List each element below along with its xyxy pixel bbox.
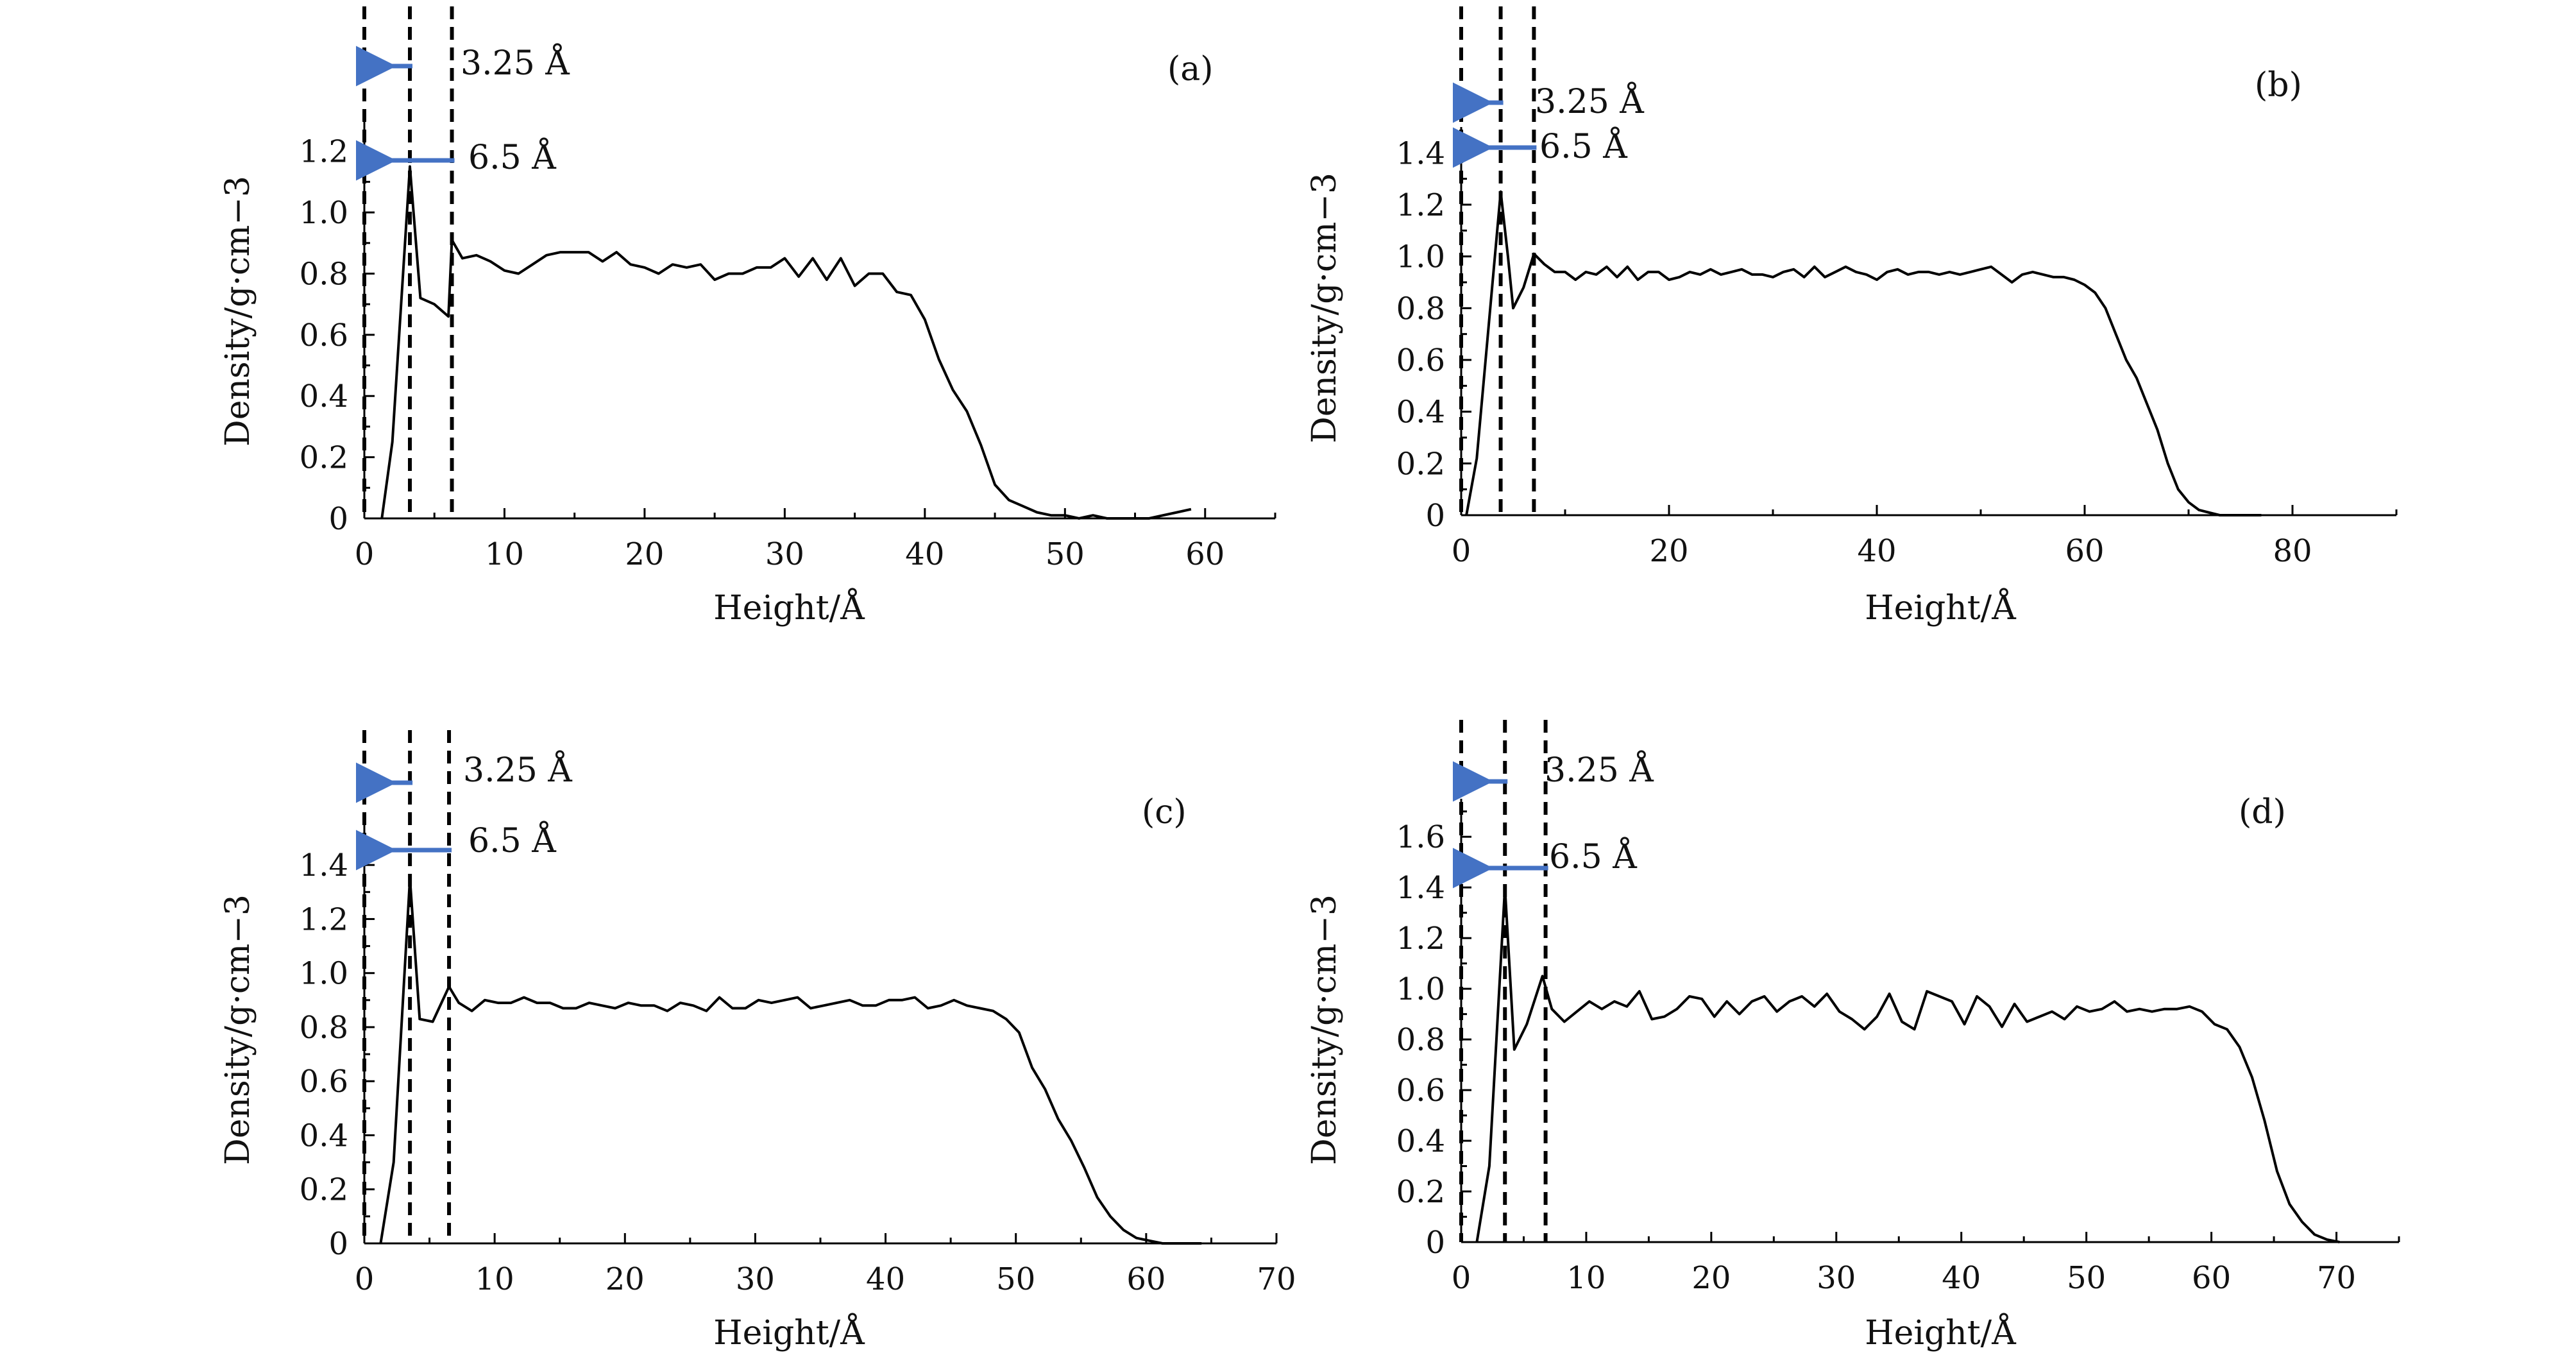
- annotation-6-5: 6.5 Å: [468, 821, 557, 860]
- x-tick-label: 20: [1649, 533, 1688, 569]
- y-tick-label: 0.6: [1396, 343, 1445, 379]
- y-tick-label: 0.4: [1396, 395, 1445, 431]
- y-axis-title: Density/g·cm−3: [1305, 173, 1344, 443]
- y-tick-label: 1.2: [300, 901, 348, 937]
- x-axis-title: Height/Å: [1865, 1313, 2017, 1352]
- x-tick-label: 30: [736, 1261, 775, 1297]
- y-tick-label: 1.4: [1396, 135, 1445, 171]
- x-tick-label: 0: [355, 536, 375, 572]
- x-tick-label: 40: [905, 536, 944, 572]
- x-tick-label: 40: [1857, 533, 1896, 569]
- panel-tag: (a): [1167, 50, 1214, 89]
- x-tick-label: 80: [2273, 533, 2312, 569]
- y-tick-label: 1.0: [300, 956, 348, 992]
- x-tick-label: 10: [485, 536, 524, 572]
- x-tick-label: 50: [2067, 1260, 2106, 1296]
- y-tick-label: 0.2: [300, 1172, 348, 1208]
- x-tick-label: 30: [1817, 1260, 1856, 1296]
- x-tick-label: 60: [1126, 1261, 1165, 1297]
- y-tick-label: 1.2: [1396, 921, 1445, 957]
- y-tick-label: 0.8: [1396, 291, 1445, 327]
- annotation-3-25: 3.25 Å: [461, 43, 570, 83]
- x-axis-title: Height/Å: [713, 1313, 865, 1352]
- y-tick-label: 0.4: [1396, 1123, 1445, 1159]
- density-line: [380, 165, 1192, 520]
- x-tick-label: 10: [1566, 1260, 1606, 1296]
- density-line: [1475, 886, 2340, 1243]
- y-tick-label: 0.8: [300, 1010, 348, 1046]
- annotation-3-25: 3.25 Å: [463, 750, 573, 790]
- y-tick-label: 0.8: [300, 256, 348, 292]
- panel-a: (a) 3.25 Å 6.5 Å Height/Å Density/g·cm−3…: [219, 6, 1276, 627]
- y-tick-label: 0.2: [1396, 446, 1445, 482]
- y-tick-label: 0.6: [300, 1064, 348, 1100]
- y-tick-label: 0: [328, 501, 348, 537]
- annotation-6-5: 6.5 Å: [468, 137, 557, 177]
- panel-b: (b) 3.25 Å 6.5 Å Height/Å Density/g·cm−3…: [1305, 6, 2398, 627]
- x-tick-label: 10: [475, 1261, 514, 1297]
- x-tick-label: 0: [1452, 533, 1471, 569]
- y-tick-label: 0: [328, 1226, 348, 1262]
- panel-c: (c) 3.25 Å 6.5 Å Height/Å Density/g·cm−3…: [219, 730, 1296, 1352]
- y-axis-title: Density/g·cm−3: [219, 894, 257, 1165]
- y-tick-label: 0.6: [300, 318, 348, 354]
- x-tick-label: 40: [866, 1261, 905, 1297]
- x-tick-label: 60: [1185, 536, 1224, 572]
- x-tick-label: 40: [1942, 1260, 1981, 1296]
- x-tick-label: 60: [2192, 1260, 2231, 1296]
- annotation-3-25: 3.25 Å: [1545, 750, 1654, 790]
- x-tick-label: 70: [1257, 1261, 1296, 1297]
- y-tick-label: 0.4: [300, 1118, 348, 1154]
- panel-d: (d) 3.25 Å 6.5 Å Height/Å Density/g·cm−3…: [1305, 720, 2400, 1352]
- y-tick-label: 1.4: [300, 848, 348, 883]
- x-tick-label: 0: [1452, 1260, 1471, 1296]
- y-axis-title: Density/g·cm−3: [1305, 894, 1344, 1165]
- y-tick-label: 1.0: [1396, 239, 1445, 275]
- panel-tag: (b): [2255, 66, 2302, 105]
- x-tick-label: 20: [1691, 1260, 1731, 1296]
- panel-tag: (c): [1142, 793, 1187, 831]
- x-tick-label: 20: [606, 1261, 645, 1297]
- y-tick-label: 0.2: [1396, 1174, 1445, 1210]
- y-tick-label: 0.8: [1396, 1022, 1445, 1058]
- y-tick-label: 1.4: [1396, 870, 1445, 906]
- y-axis-title: Density/g·cm−3: [219, 176, 257, 447]
- y-tick-label: 0: [1425, 498, 1445, 534]
- y-tick-label: 1.0: [1396, 971, 1445, 1007]
- x-tick-label: 60: [2065, 533, 2104, 569]
- y-tick-label: 1.2: [300, 134, 348, 170]
- y-tick-label: 1.6: [1396, 819, 1445, 855]
- x-tick-label: 50: [1046, 536, 1085, 572]
- x-tick-label: 30: [765, 536, 804, 572]
- y-tick-label: 1.2: [1396, 187, 1445, 223]
- y-tick-label: 0.6: [1396, 1073, 1445, 1109]
- x-tick-label: 0: [355, 1261, 375, 1297]
- annotation-3-25: 3.25 Å: [1535, 81, 1645, 121]
- x-axis-title: Height/Å: [713, 588, 865, 627]
- x-tick-label: 70: [2317, 1260, 2356, 1296]
- density-line: [379, 877, 1202, 1245]
- y-tick-label: 0.2: [300, 440, 348, 476]
- y-tick-label: 0: [1425, 1225, 1445, 1261]
- annotation-6-5: 6.5 Å: [1549, 837, 1638, 876]
- y-tick-label: 1.0: [300, 195, 348, 231]
- x-tick-label: 20: [625, 536, 664, 572]
- panel-tag: (d): [2239, 793, 2286, 831]
- y-tick-label: 0.4: [300, 379, 348, 414]
- density-line: [1465, 190, 2262, 516]
- annotation-6-5: 6.5 Å: [1539, 126, 1628, 166]
- x-tick-label: 50: [996, 1261, 1035, 1297]
- x-axis-title: Height/Å: [1865, 588, 2017, 627]
